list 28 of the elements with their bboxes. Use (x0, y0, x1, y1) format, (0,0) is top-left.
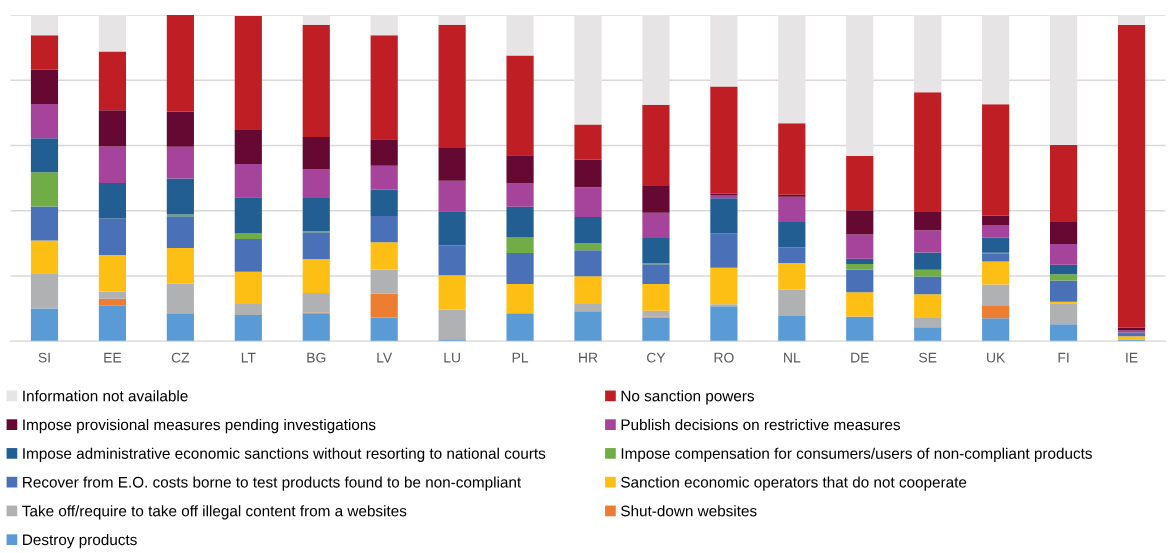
x-tick-label: CY (647, 352, 666, 363)
legend-label: Sanction economic operators that do not cooperate (621, 476, 967, 491)
x-tick-label: IE (1126, 352, 1138, 363)
x-tick-label: UK (987, 352, 1006, 363)
x-tick-label: EE (104, 352, 122, 363)
legend-label: No sanction powers (621, 390, 754, 405)
x-tick-label: CZ (171, 352, 190, 363)
legend-label: Information not available (23, 390, 188, 402)
x-tick-label: LT (241, 352, 256, 363)
x-tick-label: LV (377, 352, 393, 363)
legend-label: Publish decisions on restrictive measures (621, 418, 901, 431)
legend-label: Impose administrative economic sanctions without resorting to national courts (23, 447, 546, 462)
x-tick-label: DE (851, 352, 869, 363)
legend-label: Impose compensation for consumers/users of non-compliant products (621, 447, 1092, 462)
x-tick-label: NL (784, 352, 801, 363)
x-tick-label: PL (512, 352, 529, 363)
x-tick-label: SE (919, 352, 937, 363)
x-tick-label: SI (38, 352, 50, 363)
x-tick-label: LU (444, 352, 460, 363)
legend-label: Impose provisional measures pending investigations (23, 418, 376, 434)
legend-label: Recover from E.O. costs borne to test products found to be non-compliant (23, 476, 522, 491)
legend-label: Destroy products (23, 533, 137, 549)
legend-label: Take off/require to take off illegal content from a websites (22, 505, 407, 520)
x-tick-label: RO (714, 352, 734, 363)
x-tick-label: FI (1058, 352, 1069, 363)
legend-label: Shut-down websites (621, 505, 757, 517)
x-tick-label: BG (307, 352, 326, 363)
x-tick-label: HR (579, 352, 598, 363)
